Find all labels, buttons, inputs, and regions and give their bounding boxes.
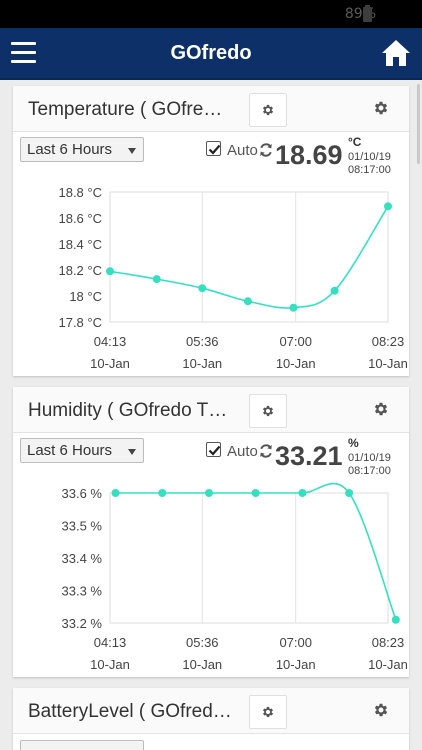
card-header: BatteryLevel ( GOfred… <box>13 688 409 734</box>
refresh-icon[interactable] <box>259 442 273 460</box>
card-title: Humidity ( GOfredo T… <box>28 400 228 421</box>
auto-refresh-checkbox[interactable] <box>206 141 221 156</box>
card-settings-gear-icon[interactable] <box>369 698 393 722</box>
gear-icon <box>262 104 274 116</box>
data-point <box>289 303 298 312</box>
y-tick-label: 18.2 °C <box>58 263 102 278</box>
x-tick-date-label: 10-Jan <box>368 356 408 371</box>
home-icon[interactable] <box>380 38 412 68</box>
humidity-card: Humidity ( GOfredo T… Last 6 Hours Auto … <box>13 387 409 677</box>
widget-settings-button[interactable] <box>249 93 287 127</box>
chevron-down-icon <box>128 449 136 455</box>
plot-area <box>109 191 389 323</box>
data-point <box>204 489 213 497</box>
data-point <box>158 489 167 497</box>
x-tick-date-label: 10-Jan <box>182 657 222 672</box>
y-tick-label: 33.3 % <box>62 584 103 599</box>
temperature-chart: 04:13 10-Jan 05:36 10-Jan 07:00 10-Jan 08:23 10… <box>58 185 408 371</box>
data-point <box>330 286 339 295</box>
data-point <box>298 489 307 497</box>
widget-settings-button[interactable] <box>249 394 287 428</box>
data-point <box>243 297 252 306</box>
value-unit: °C <box>348 135 362 149</box>
y-tick-label: 33.6 % <box>62 486 103 501</box>
scrollbar[interactable] <box>417 84 420 164</box>
data-point <box>345 489 354 497</box>
battery-icon <box>363 5 372 22</box>
current-value: 33.21 <box>275 441 343 471</box>
app-title: GOfredo <box>170 42 252 64</box>
y-tick-label: 18.4 °C <box>58 237 102 252</box>
card-body: Last 6 Hours Auto 33.21 % 01/10/19 08:17… <box>13 433 409 677</box>
data-point <box>152 275 161 284</box>
y-tick-label: 33.5 % <box>62 519 103 534</box>
y-tick-label: 18.6 °C <box>58 211 102 226</box>
hamburger-menu-icon[interactable] <box>11 42 37 64</box>
last-update-time: 08:17:00 <box>348 164 391 176</box>
refresh-icon[interactable] <box>259 141 273 159</box>
battery-level-card: BatteryLevel ( GOfred… <box>13 688 409 750</box>
last-update-time: 08:17:00 <box>348 465 391 477</box>
current-value: 18.69 <box>275 140 343 170</box>
card-settings-gear-icon[interactable] <box>369 397 393 421</box>
gear-icon <box>262 706 274 718</box>
y-tick-label: 18 °C <box>69 289 102 304</box>
x-tick-date-label: 10-Jan <box>182 356 222 371</box>
x-tick-label: 07:00 <box>279 334 312 349</box>
y-tick-label: 33.4 % <box>62 551 103 566</box>
widget-settings-button[interactable] <box>249 695 287 729</box>
x-tick-label: 08:23 <box>372 334 405 349</box>
data-point <box>384 202 392 211</box>
chevron-down-icon <box>128 148 136 154</box>
y-tick-label: 17.8 °C <box>58 315 102 330</box>
y-tick-label: 18.8 °C <box>58 185 102 200</box>
x-tick-label: 07:00 <box>279 635 312 650</box>
card-title: BatteryLevel ( GOfred… <box>28 701 232 722</box>
y-tick-label: 33.2 % <box>62 616 103 631</box>
x-tick-label: 08:23 <box>372 635 405 650</box>
time-range-label: Last 6 Hours <box>27 141 113 158</box>
x-tick-label: 04:13 <box>94 635 127 650</box>
auto-refresh-label: Auto <box>227 443 258 460</box>
x-tick-label: 04:13 <box>94 334 127 349</box>
last-update-date: 01/10/19 <box>348 151 391 163</box>
humidity-chart: 04:13 10-Jan 05:36 10-Jan 07:00 10-Jan 08:23 10… <box>62 482 408 672</box>
time-range-select[interactable]: Last 6 Hours <box>20 137 144 162</box>
value-unit: % <box>348 436 359 450</box>
temperature-card: Temperature ( GOfre… Last 6 Hours Auto 1… <box>13 86 409 376</box>
data-point <box>111 489 120 497</box>
card-body: Last 6 Hours Auto 18.69 °C 01/10/19 08:1… <box>13 132 409 376</box>
data-point <box>391 615 400 624</box>
x-tick-date-label: 10-Jan <box>276 657 316 672</box>
series-line <box>115 482 397 621</box>
x-tick-date-label: 10-Jan <box>90 356 130 371</box>
x-tick-date-label: 10-Jan <box>90 657 130 672</box>
time-range-select[interactable] <box>20 740 144 750</box>
auto-refresh-label: Auto <box>227 142 258 159</box>
time-range-label: Last 6 Hours <box>27 442 113 459</box>
time-range-select[interactable]: Last 6 Hours <box>20 438 144 463</box>
last-update-date: 01/10/19 <box>348 452 391 464</box>
gear-icon <box>262 405 274 417</box>
data-point <box>198 284 207 293</box>
status-bar: 89% <box>0 0 422 28</box>
card-header: Humidity ( GOfredo T… <box>13 387 409 433</box>
plot-area <box>109 492 389 624</box>
data-point <box>106 267 114 276</box>
auto-refresh-checkbox[interactable] <box>206 442 221 457</box>
card-title: Temperature ( GOfre… <box>28 99 223 120</box>
card-settings-gear-icon[interactable] <box>369 96 393 120</box>
x-tick-label: 05:36 <box>186 334 219 349</box>
x-tick-date-label: 10-Jan <box>276 356 316 371</box>
series-line <box>109 205 389 309</box>
card-header: Temperature ( GOfre… <box>13 86 409 132</box>
data-point <box>251 489 260 497</box>
app-bar: GOfredo <box>0 28 422 80</box>
x-tick-date-label: 10-Jan <box>368 657 408 672</box>
x-tick-label: 05:36 <box>186 635 219 650</box>
